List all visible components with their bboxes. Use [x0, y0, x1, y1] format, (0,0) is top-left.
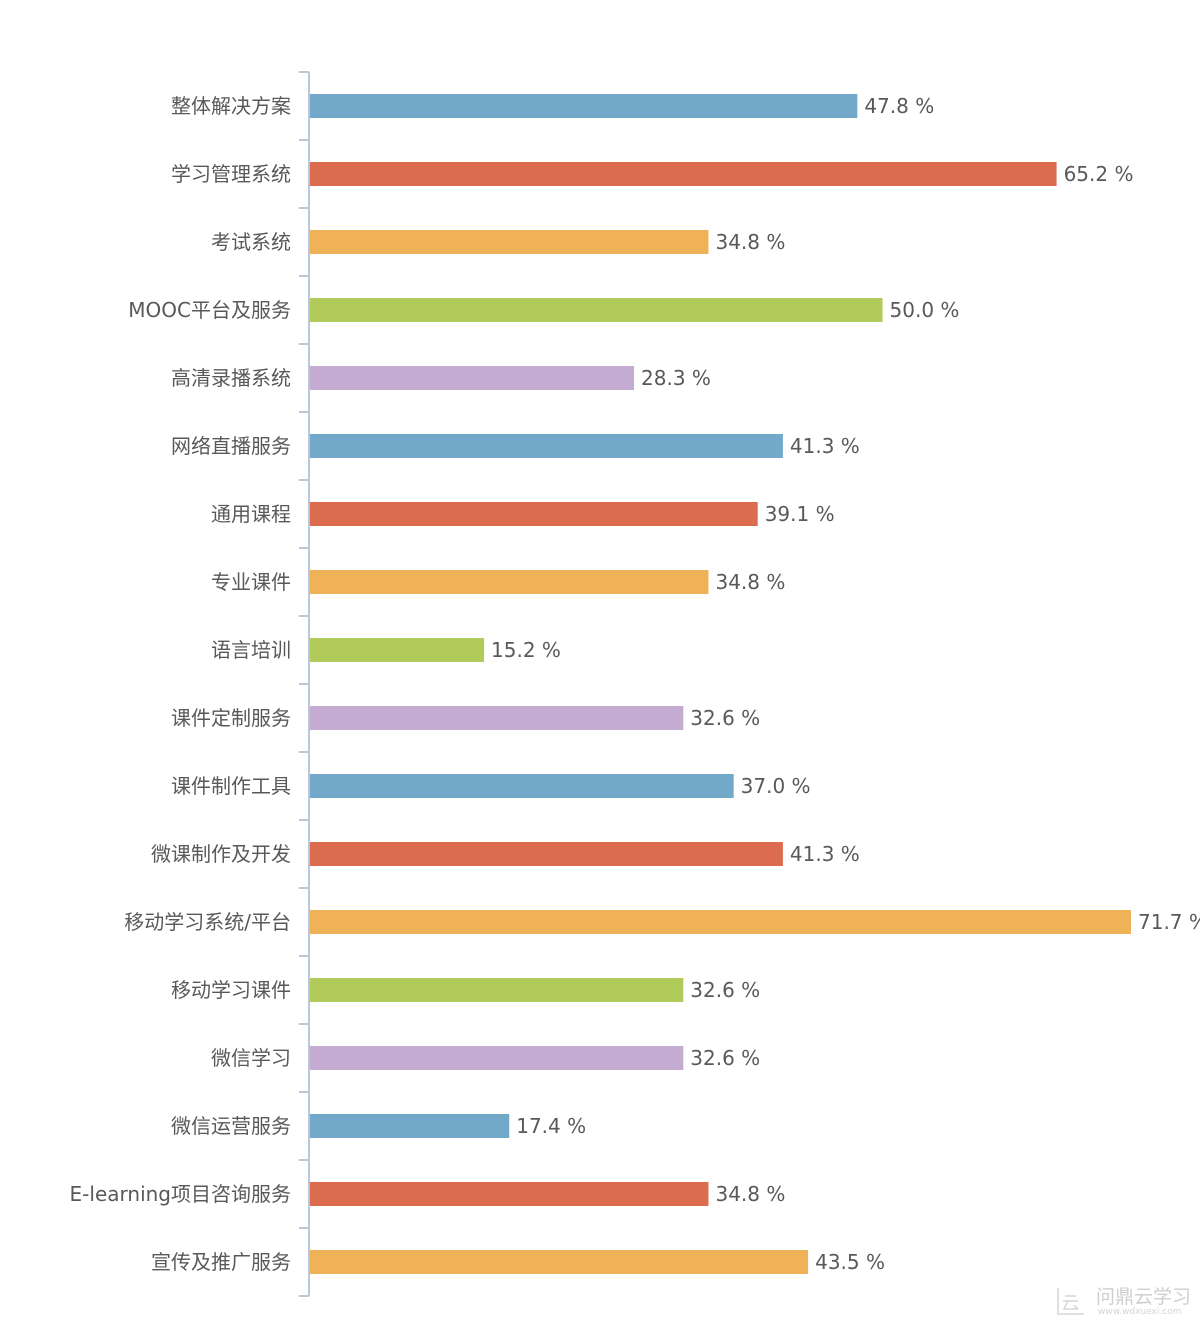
value-label: 41.3 % — [790, 842, 860, 866]
category-label: 微课制作及开发 — [151, 842, 291, 866]
labels: 整体解决方案 47.8 % 学习管理系统 65.2 % 考试系统 34.8 % MOOC平台… — [70, 94, 1200, 1274]
wd-logo-icon — [1057, 1288, 1084, 1315]
category-label: 微信运营服务 — [171, 1114, 291, 1138]
value-label: 43.5 % — [815, 1250, 885, 1274]
category-label: 高清录播系统 — [171, 366, 291, 390]
value-label: 34.8 % — [715, 570, 785, 594]
category-label: 课件定制服务 — [171, 706, 291, 730]
bar — [310, 434, 783, 458]
category-label: 通用课程 — [211, 502, 291, 526]
bar — [310, 1046, 684, 1070]
bar — [310, 502, 758, 526]
value-label: 47.8 % — [864, 94, 934, 118]
value-label: 17.4 % — [516, 1114, 586, 1138]
value-label: 71.7 % — [1138, 910, 1200, 934]
category-label: 课件制作工具 — [171, 774, 291, 798]
watermark-text: 问鼎云学习 — [1096, 1286, 1192, 1308]
value-label: 65.2 % — [1064, 162, 1134, 186]
bar — [310, 706, 684, 730]
category-label: 语言培训 — [211, 638, 291, 662]
bar — [310, 366, 635, 390]
category-label: 考试系统 — [211, 230, 291, 254]
value-label: 50.0 % — [890, 298, 960, 322]
value-label: 34.8 % — [715, 1182, 785, 1206]
bar — [310, 94, 858, 118]
value-label: 15.2 % — [491, 638, 561, 662]
bar — [310, 842, 783, 866]
category-label: 网络直播服务 — [171, 434, 291, 458]
value-label: 32.6 % — [690, 1046, 760, 1070]
value-label: 32.6 % — [690, 706, 760, 730]
category-label: 整体解决方案 — [171, 94, 291, 118]
category-label: 宣传及推广服务 — [151, 1250, 291, 1274]
bar — [310, 910, 1131, 934]
bar — [310, 1114, 510, 1138]
category-label: 微信学习 — [211, 1046, 291, 1070]
bar — [310, 1250, 809, 1274]
category-axis — [299, 71, 310, 1297]
category-label: 移动学习课件 — [171, 978, 291, 1002]
category-label: E-learning项目咨询服务 — [70, 1182, 291, 1206]
bar — [310, 162, 1057, 186]
value-label: 28.3 % — [641, 366, 711, 390]
bar — [310, 638, 485, 662]
value-label: 32.6 % — [690, 978, 760, 1002]
category-label: MOOC平台及服务 — [128, 298, 291, 322]
category-label: 专业课件 — [211, 570, 291, 594]
value-label: 41.3 % — [790, 434, 860, 458]
bar — [310, 978, 684, 1002]
category-label: 移动学习系统/平台 — [124, 910, 291, 934]
bar — [310, 570, 709, 594]
bar — [310, 230, 709, 254]
category-label: 学习管理系统 — [171, 162, 291, 186]
bar — [310, 298, 883, 322]
value-label: 34.8 % — [715, 230, 785, 254]
bars — [310, 94, 1131, 1274]
value-label: 39.1 % — [765, 502, 835, 526]
bar — [310, 1182, 709, 1206]
watermark-url: www.wdxuexi.com — [1098, 1307, 1182, 1317]
value-label: 37.0 % — [741, 774, 811, 798]
watermark: 问鼎云学习 www.wdxuexi.com — [1052, 1282, 1200, 1324]
bar — [310, 774, 734, 798]
